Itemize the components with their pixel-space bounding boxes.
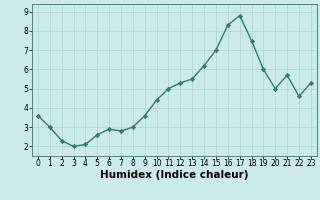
- X-axis label: Humidex (Indice chaleur): Humidex (Indice chaleur): [100, 170, 249, 180]
